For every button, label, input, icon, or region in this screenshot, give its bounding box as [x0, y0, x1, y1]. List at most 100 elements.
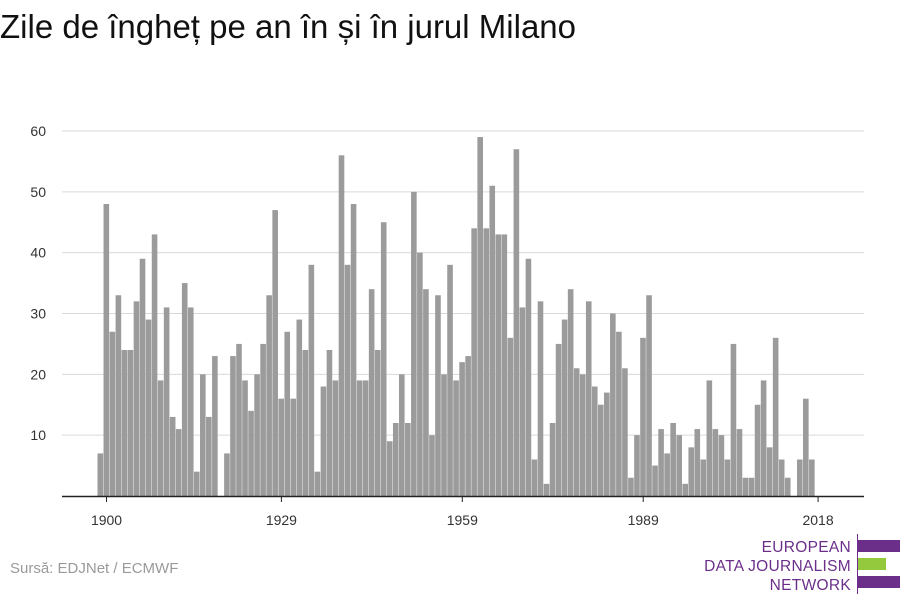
x-tick-label: 1959 [447, 512, 478, 528]
bar-1903 [121, 350, 128, 496]
bar-1914 [187, 307, 194, 496]
bar-1966 [501, 234, 508, 497]
bar-2009 [760, 380, 767, 496]
y-tick-label: 50 [30, 184, 46, 200]
edjnet-logo: EUROPEAN DATA JOURNALISM NETWORK [700, 534, 900, 596]
logo-text: EUROPEAN DATA JOURNALISM NETWORK [704, 538, 851, 595]
y-tick-label: 60 [30, 123, 46, 139]
bar-1995 [676, 435, 682, 496]
bar-1973 [543, 483, 550, 496]
bar-1999 [700, 459, 707, 496]
bar-1996 [682, 483, 689, 496]
bar-1958 [453, 380, 459, 496]
bar-1948 [392, 423, 399, 496]
bar-1956 [441, 374, 447, 496]
bar-1917 [206, 416, 212, 496]
bar-2003 [724, 459, 731, 496]
bar-1932 [296, 319, 303, 496]
bar-1970 [525, 258, 532, 496]
bar-1902 [115, 295, 122, 496]
bar-1955 [435, 295, 441, 496]
bar-1993 [664, 453, 670, 496]
x-axis-ticks: 1900 1929 1959 1989 2018 [91, 496, 834, 528]
bar-1987 [628, 477, 634, 496]
bar-1951 [411, 191, 417, 496]
logo-line-1: EUROPEAN [761, 539, 851, 556]
bar-1954 [429, 435, 435, 496]
y-tick-label: 20 [30, 366, 46, 382]
bar-1991 [652, 465, 658, 496]
bar-1943 [362, 380, 369, 496]
bar-1925 [254, 374, 260, 496]
bar-1918 [212, 356, 218, 496]
bar-1992 [658, 429, 664, 496]
bar-1975 [555, 343, 562, 496]
bar-1916 [200, 374, 206, 496]
bar-1927 [266, 295, 272, 496]
bar-1983 [604, 392, 610, 496]
bar-1982 [597, 404, 604, 496]
bar-chart: 10 20 30 40 50 60 1900 1929 1959 1989 2018 [30, 123, 864, 528]
bar-1984 [610, 313, 616, 496]
bar-1979 [579, 374, 586, 496]
bar-1965 [495, 234, 502, 497]
bar-1901 [109, 331, 116, 496]
bar-2016 [803, 398, 809, 496]
bar-2010 [766, 447, 773, 496]
bar-1981 [591, 386, 598, 496]
bar-2011 [772, 337, 779, 496]
bar-1937 [326, 350, 333, 496]
source-note: Sursă: EDJNet / ECMWF [10, 560, 179, 577]
logo-bar-bottom [858, 576, 900, 588]
bar-1910 [163, 307, 170, 496]
bar-1923 [242, 380, 248, 496]
bar-2006 [742, 477, 749, 496]
logo-bar-middle [858, 558, 886, 570]
bar-1945 [374, 350, 381, 496]
bar-1900 [103, 204, 110, 496]
chart-title: Zile de îngheț pe an în și în jurul Mila… [0, 8, 577, 45]
logo-bar-top [858, 540, 900, 552]
bar-2015 [796, 459, 803, 496]
bar-1931 [290, 398, 297, 496]
bar-1947 [386, 441, 393, 496]
bar-1942 [356, 380, 363, 496]
bar-2017 [809, 459, 815, 496]
bar-2004 [730, 343, 737, 496]
bar-1950 [405, 423, 411, 496]
y-axis-ticks: 10 20 30 40 50 60 [30, 123, 46, 443]
bar-1933 [302, 350, 309, 496]
x-tick-label: 1989 [628, 512, 659, 528]
bar-2002 [718, 435, 725, 496]
bar-1969 [519, 307, 526, 496]
bar-1941 [350, 204, 357, 496]
bar-1959 [459, 362, 465, 496]
x-tick-label: 1900 [91, 512, 122, 528]
bar-1934 [308, 264, 315, 496]
bar-2000 [706, 380, 713, 496]
logo-divider [857, 534, 858, 594]
bar-1960 [465, 356, 471, 496]
bar-1989 [640, 337, 646, 496]
bar-1968 [513, 149, 520, 496]
bar-1911 [169, 416, 176, 496]
bar-1938 [332, 380, 339, 496]
bar-1906 [139, 258, 146, 496]
x-tick-label: 1929 [266, 512, 297, 528]
bar-1998 [694, 429, 701, 496]
bar-2012 [778, 459, 785, 496]
bar-1994 [670, 423, 676, 496]
bar-1949 [399, 374, 405, 496]
bar-1985 [616, 331, 622, 496]
bar-1922 [236, 343, 242, 496]
logo-line-3: NETWORK [769, 577, 851, 594]
bar-1924 [248, 410, 254, 496]
bar-1899 [97, 453, 104, 496]
bar-1904 [127, 350, 134, 496]
bar-1962 [477, 137, 483, 496]
bar-1944 [368, 289, 375, 496]
bar-1907 [145, 319, 152, 496]
bars [97, 137, 815, 497]
bar-1990 [646, 295, 652, 496]
bar-1912 [175, 429, 182, 496]
